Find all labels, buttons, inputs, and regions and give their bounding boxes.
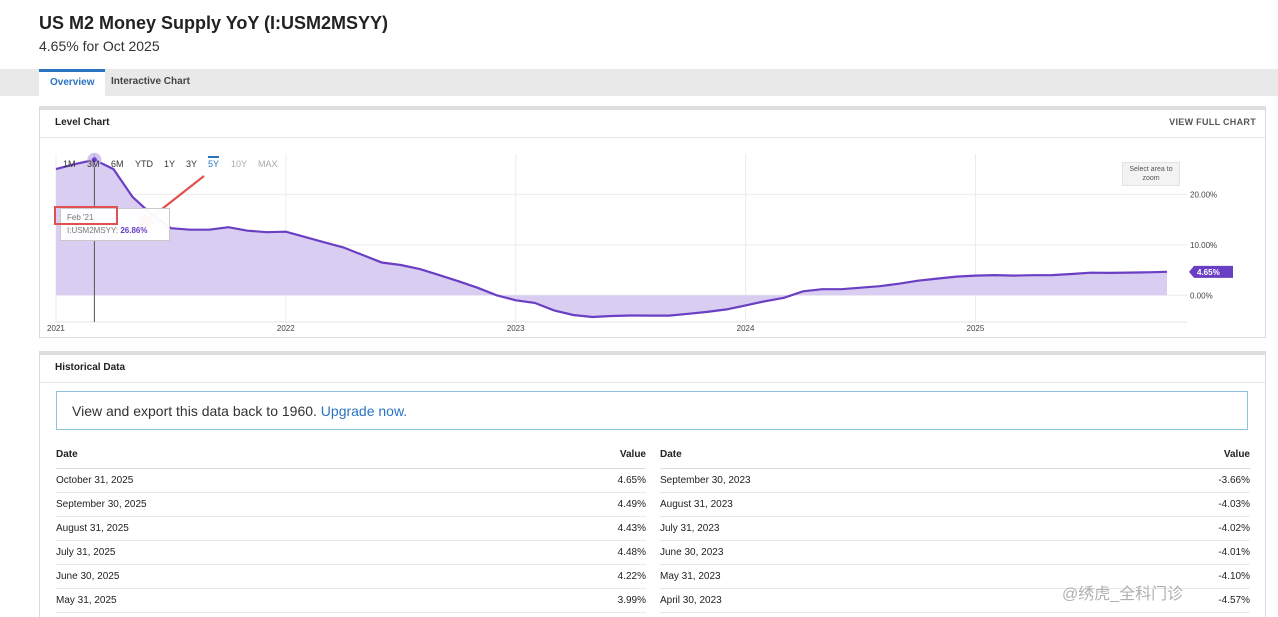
row-date: August 31, 2025 — [56, 523, 129, 534]
tooltip-date: Feb '21 — [67, 213, 94, 222]
table-header: Date Value — [660, 441, 1250, 469]
range-max-button[interactable]: MAX — [258, 159, 278, 169]
row-date: June 30, 2025 — [56, 571, 120, 582]
row-date: September 30, 2025 — [56, 499, 147, 510]
historical-data-title: Historical Data — [55, 362, 126, 373]
row-value: -3.66% — [1218, 475, 1250, 486]
x-tick-label: 2022 — [277, 324, 295, 333]
table-row: June 30, 2025 4.22% — [56, 565, 646, 589]
row-date: April 30, 2023 — [660, 595, 722, 606]
level-chart-panel: Level Chart VIEW FULL CHART 2021 2022 2023… — [39, 106, 1266, 338]
x-tick-label: 2024 — [737, 324, 755, 333]
table-row: May 31, 2023 -4.10% — [660, 565, 1250, 589]
level-chart-title: Level Chart — [55, 117, 110, 128]
annotation-highlight-box — [54, 206, 118, 225]
range-1y-button[interactable]: 1Y — [164, 159, 176, 169]
row-date: August 31, 2023 — [660, 499, 733, 510]
range-5y-button[interactable]: 5Y — [208, 156, 220, 169]
series-line — [55, 158, 1168, 319]
view-full-chart-link[interactable]: VIEW FULL CHART — [1169, 117, 1256, 127]
row-value: 3.99% — [617, 595, 646, 606]
row-value: 4.65% — [617, 475, 646, 486]
row-value: -4.02% — [1218, 523, 1250, 534]
page-title: US M2 Money Supply YoY (I:USM2MSYY) — [39, 13, 389, 33]
row-date: October 31, 2025 — [56, 475, 134, 486]
table-row: July 31, 2025 4.48% — [56, 541, 646, 565]
row-value: 4.49% — [617, 499, 646, 510]
row-date: June 30, 2023 — [660, 547, 724, 558]
row-value: -4.03% — [1218, 499, 1250, 510]
tab-interactive-chart[interactable]: Interactive Chart — [111, 76, 190, 87]
historical-table-right: Date Value September 30, 2023 -3.66% Augu… — [660, 441, 1250, 613]
historical-data-header: Historical Data — [40, 355, 1265, 383]
x-axis-ticks: 2021 2022 2023 2024 2025 — [47, 324, 985, 333]
level-chart[interactable]: 2021 2022 2023 2024 2025 20.00% 10.00% 0.00% 4… — [40, 110, 1265, 338]
col-value-header: Value — [619, 449, 646, 460]
zoom-hint: Select area to zoom — [1122, 162, 1180, 186]
row-value: 4.43% — [617, 523, 646, 534]
watermark: @绣虎_全科门诊 — [1062, 586, 1184, 603]
upgrade-link[interactable]: Upgrade now. — [320, 403, 408, 419]
range-ytd-button[interactable]: YTD — [135, 159, 153, 169]
row-date: September 30, 2023 — [660, 475, 751, 486]
y-axis-ticks: 20.00% 10.00% 0.00% — [1190, 190, 1217, 300]
y-tick-label: 20.00% — [1190, 190, 1217, 199]
row-date: May 31, 2023 — [660, 571, 721, 582]
col-value-header: Value — [1223, 449, 1250, 460]
range-3m-button[interactable]: 3M — [87, 159, 100, 169]
tooltip-value: 26.86% — [120, 226, 148, 235]
table-row: May 31, 2025 3.99% — [56, 589, 646, 613]
series-area — [56, 159, 1167, 317]
historical-data-panel: Historical Data View and export this dat… — [39, 351, 1266, 617]
tooltip-series: I:USM2MSYY: 26.86% — [67, 226, 163, 235]
hover-point — [91, 157, 97, 163]
table-row: September 30, 2025 4.49% — [56, 493, 646, 517]
x-tick-label: 2025 — [967, 324, 985, 333]
range-3y-button[interactable]: 3Y — [186, 159, 198, 169]
col-date-header: Date — [660, 449, 682, 460]
row-value: 4.22% — [617, 571, 646, 582]
x-tick-label: 2023 — [507, 324, 525, 333]
tooltip-series-label: I:USM2MSYY: — [67, 226, 119, 235]
table-header: Date Value — [56, 441, 646, 469]
row-date: May 31, 2025 — [56, 595, 117, 606]
last-value-label-text: 4.65% — [1197, 268, 1220, 277]
col-date-header: Date — [56, 449, 78, 460]
y-tick-label: 0.00% — [1190, 291, 1213, 300]
row-value: 4.48% — [617, 547, 646, 558]
row-value: -4.01% — [1218, 547, 1250, 558]
table-row: August 31, 2025 4.43% — [56, 517, 646, 541]
row-value: -4.57% — [1218, 595, 1250, 606]
x-tick-label: 2021 — [47, 324, 65, 333]
table-row: September 30, 2023 -3.66% — [660, 469, 1250, 493]
range-6m-button[interactable]: 6M — [111, 159, 124, 169]
table-row: June 30, 2023 -4.01% — [660, 541, 1250, 565]
table-row: August 31, 2023 -4.03% — [660, 493, 1250, 517]
tab-overview[interactable]: Overview — [39, 69, 106, 96]
row-date: July 31, 2023 — [660, 523, 720, 534]
range-1m-button[interactable]: 1M — [63, 159, 76, 169]
table-row: April 30, 2023 -4.57% — [660, 589, 1250, 613]
tab-bar: Overview Interactive Chart — [0, 69, 1278, 96]
page-subtitle: 4.65% for Oct 2025 — [39, 38, 160, 54]
upgrade-text: View and export this data back to 1960. — [72, 403, 317, 419]
table-row: October 31, 2025 4.65% — [56, 469, 646, 493]
upgrade-banner: View and export this data back to 1960. … — [56, 391, 1248, 430]
table-row: July 31, 2023 -4.02% — [660, 517, 1250, 541]
level-chart-header: Level Chart VIEW FULL CHART — [40, 110, 1265, 138]
range-10y-button[interactable]: 10Y — [231, 159, 248, 169]
last-value-label: 4.65% — [1189, 265, 1233, 278]
historical-table-left: Date Value October 31, 2025 4.65% Septemb… — [56, 441, 646, 613]
row-value: -4.10% — [1218, 571, 1250, 582]
row-date: July 31, 2025 — [56, 547, 116, 558]
y-tick-label: 10.00% — [1190, 241, 1217, 250]
